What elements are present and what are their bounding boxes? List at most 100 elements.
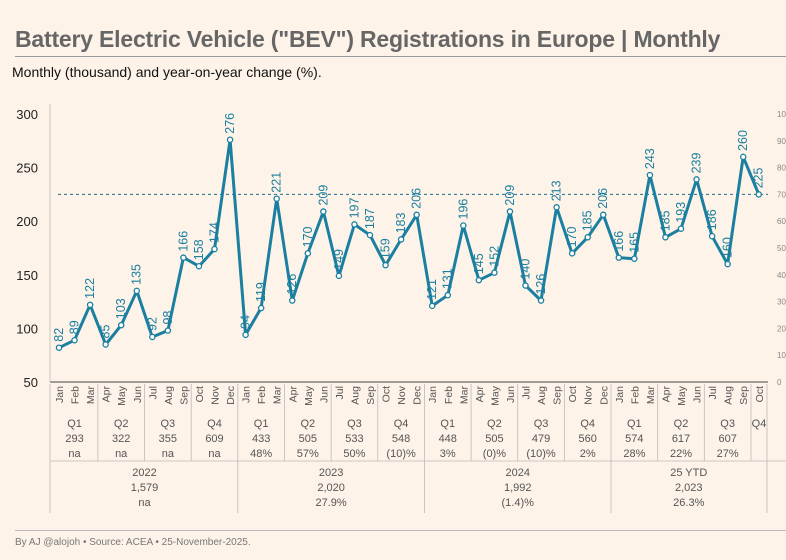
month-label: Jan [54,386,66,403]
month-label: May [116,385,128,406]
month-label: Mar [272,386,284,405]
data-point [724,260,731,268]
y2-tick-label: 80 [777,164,786,173]
year-total: 2,023 [675,482,703,494]
month-label: Jan [427,386,439,403]
quarter-total: 505 [485,433,503,445]
month-label: Apr [101,386,113,403]
page-title: Battery Electric Vehicle ("BEV") Registr… [15,26,721,52]
data-label: 135 [130,264,144,285]
data-point [739,153,747,161]
month-label: Oct [567,386,579,402]
month-label: Jul [521,386,533,399]
data-point [537,297,545,304]
data-point [211,245,218,253]
y-tick-label: 300 [16,107,38,122]
data-label: 174 [208,222,222,243]
quarter-total: 355 [159,433,177,445]
year-label: 2023 [319,467,343,479]
quarter-label: Q2 [487,418,502,430]
month-label: Sep [552,386,564,405]
quarter-label: Q1 [440,418,455,430]
month-label: Aug [536,386,548,405]
data-label: 196 [456,199,470,220]
data-label: 94 [239,315,253,329]
data-point [646,171,654,179]
data-point [506,208,514,215]
data-point [677,225,685,232]
data-label: 85 [99,325,113,339]
month-label: May [303,385,315,406]
month-label: Feb [256,386,268,404]
year-total: 1,992 [504,482,532,494]
data-label: 185 [658,210,672,231]
chart-subtitle: Monthly (thousand) and year-on-year chan… [12,64,322,80]
data-label: 170 [565,226,579,247]
month-label: Sep [738,386,750,405]
month-label: Oct [754,386,766,402]
data-point [226,136,234,143]
data-point [444,291,451,299]
data-label: 152 [487,246,501,267]
y2-tick-label: 70 [777,190,786,199]
year-yoy: na [138,497,151,509]
data-label: 149 [332,249,346,270]
month-label: Sep [365,386,377,405]
data-label: 126 [534,274,548,295]
y2-tick-label: 30 [777,298,786,307]
data-point [149,333,156,341]
quarter-yoy: 57% [297,448,319,460]
quarter-total: 617 [672,433,690,445]
data-label: 206 [410,188,424,209]
month-label: Nov [583,385,595,404]
y2-tick-label: 90 [777,137,786,146]
month-label: Feb [443,386,455,404]
data-label: 183 [394,213,408,234]
data-label: 276 [223,113,237,134]
data-point [522,282,529,289]
data-label: 121 [425,279,439,300]
month-label: Aug [349,386,361,405]
data-label: 89 [68,320,82,334]
quarter-yoy: na [162,448,175,460]
month-label: Mar [85,386,97,405]
month-label: Jul [147,386,159,399]
month-label: Jan [241,386,253,403]
quarter-total: 433 [252,433,270,445]
year-total: 2,020 [317,482,345,494]
data-label: 160 [721,237,735,258]
quarter-label: Q3 [161,418,176,430]
y2-tick-label: 0 [777,378,782,387]
month-label: Sep [178,386,190,405]
quarter-yoy: na [68,448,81,460]
data-point [335,272,343,280]
data-label: 209 [503,185,517,206]
month-label: Dec [225,386,237,405]
data-label: 145 [472,253,486,274]
data-point [133,287,140,295]
quarter-total: 560 [579,433,597,445]
quarter-label: Q1 [67,418,82,430]
y2-tick-label: 10 [777,351,786,360]
data-point [397,236,405,243]
quarter-yoy: 28% [623,448,645,460]
data-point [460,222,467,229]
data-point [584,234,591,241]
quarter-total: 293 [65,433,83,445]
year-yoy: 27.9% [316,497,347,509]
data-point [320,208,327,215]
year-label: 25 YTD [670,467,707,479]
quarter-label: Q4 [394,418,409,430]
month-label: Jul [334,386,346,399]
data-point [428,302,436,310]
data-label: 243 [643,148,657,169]
month-label: Jun [505,386,517,403]
data-label: 193 [674,202,688,223]
quarter-yoy: (0)% [483,448,506,460]
quarter-total: 533 [345,433,363,445]
quarter-label: Q2 [300,418,315,430]
data-label: 122 [83,278,97,299]
quarter-yoy: (10)% [386,448,416,460]
y-tick-label: 50 [24,375,38,390]
month-label: Dec [598,386,610,405]
